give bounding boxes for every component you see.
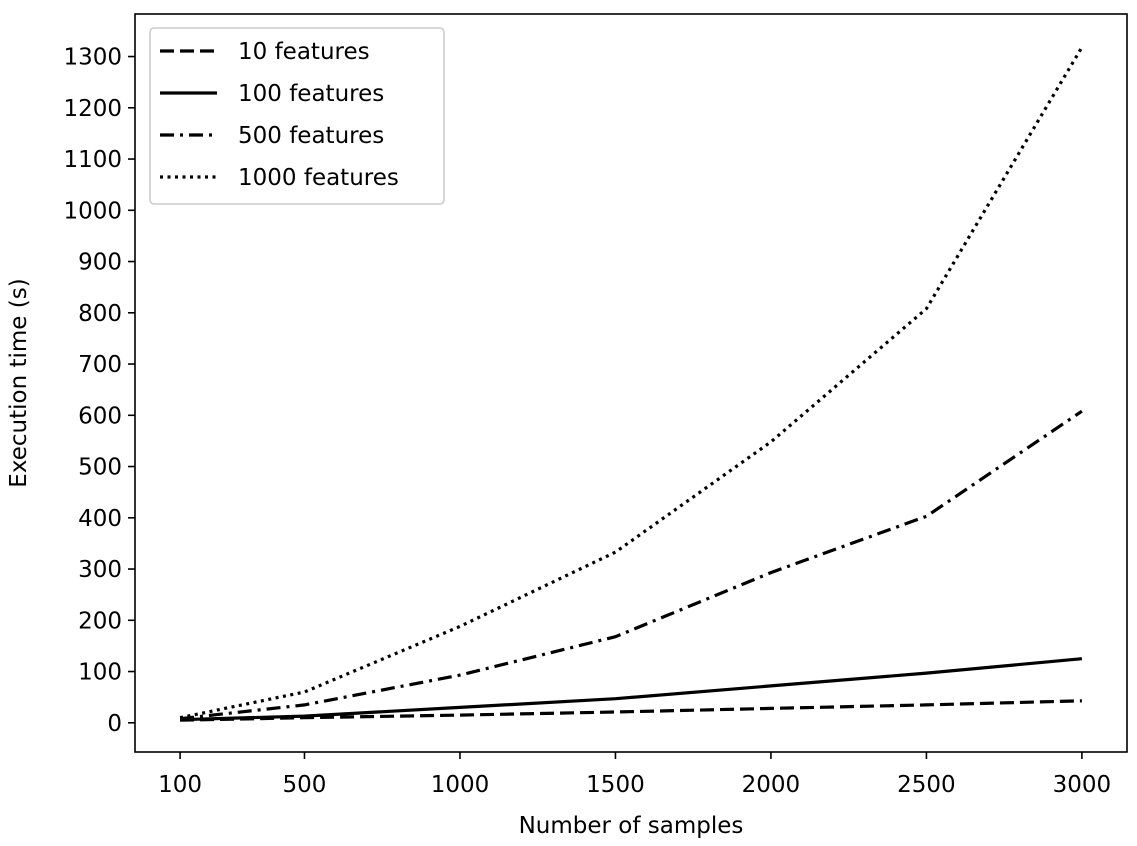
axes: 100 500 1000 1500 2000 2500 3000 0 100 200 300 400 5…	[63, 13, 1128, 798]
x-tick-label: 500	[283, 772, 327, 798]
y-tick-label: 600	[78, 403, 122, 429]
legend-label-2: 500 features	[238, 123, 384, 149]
legend: 10 features 100 features 500 features 1000 …	[149, 27, 445, 205]
x-tick-label: 2000	[742, 772, 801, 798]
y-tick-label: 200	[78, 608, 122, 634]
y-tick-label: 300	[78, 557, 122, 583]
legend-label-0: 10 features	[238, 39, 370, 65]
y-tick-label: 1200	[63, 96, 122, 122]
x-tick-label: 3000	[1053, 772, 1112, 798]
y-tick-label: 400	[78, 506, 122, 532]
y-axis-title: Execution time (s)	[6, 278, 32, 487]
legend-label-3: 1000 features	[238, 165, 399, 191]
x-axis-title: Number of samples	[519, 813, 744, 839]
y-tick-label: 700	[78, 352, 122, 378]
plot-area	[179, 46, 1084, 722]
x-tick-label: 1000	[431, 772, 490, 798]
y-tick-label: 500	[78, 455, 122, 481]
y-tick-label: 100	[78, 660, 122, 686]
series-line-2	[179, 409, 1083, 721]
x-tick-label: 100	[158, 772, 202, 798]
y-tick-label: 1000	[63, 198, 122, 224]
y-tick-label: 1100	[63, 147, 122, 173]
y-tick-label: 0	[107, 711, 122, 737]
series-line-3	[179, 46, 1084, 720]
legend-label-1: 100 features	[238, 81, 384, 107]
y-tick-label: 800	[78, 301, 122, 327]
legend-box	[149, 27, 445, 205]
y-tick-label: 1300	[63, 45, 122, 71]
plot-frame	[134, 13, 1128, 753]
y-tick-label: 900	[78, 250, 122, 276]
series-line-1	[180, 657, 1083, 722]
x-tick-label: 2500	[897, 772, 956, 798]
x-tick-label: 1500	[586, 772, 645, 798]
